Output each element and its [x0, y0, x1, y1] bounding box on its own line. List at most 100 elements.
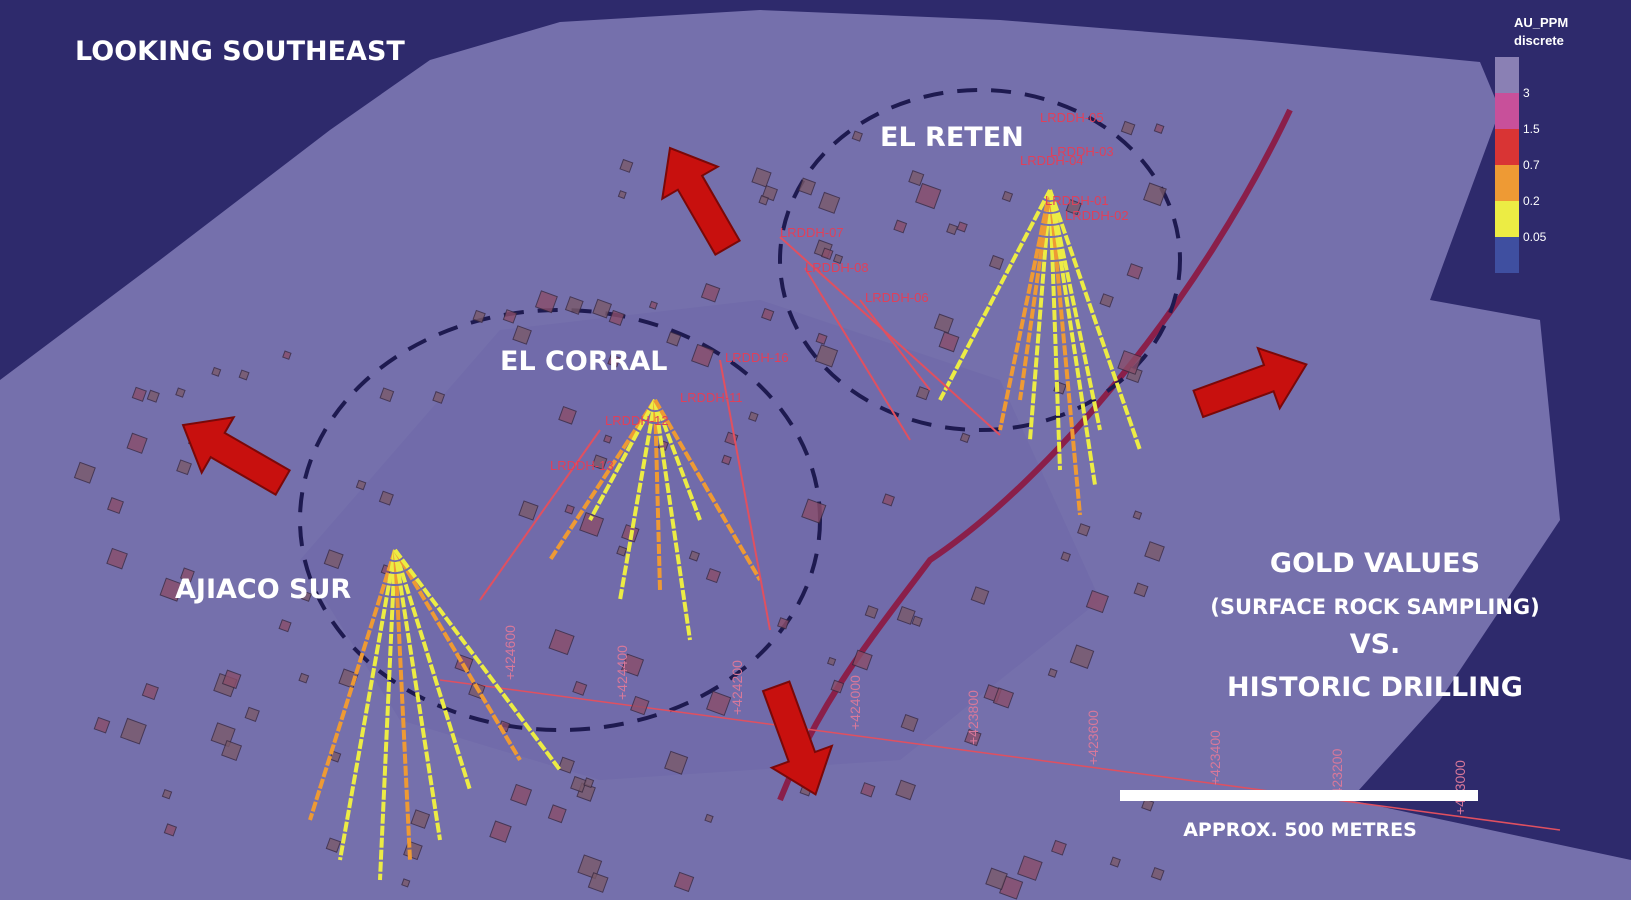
rock-sample [579, 511, 605, 537]
grid-coordinate: +423600 [1085, 710, 1101, 765]
rock-sample [489, 820, 512, 843]
drill-trace [378, 549, 397, 881]
rock-sample [851, 130, 863, 142]
rock-sample [410, 809, 431, 829]
rock-sample [221, 739, 243, 761]
legend-label: 0.2 [1523, 194, 1540, 208]
drill-hole-label: LRDDH-01 [1045, 193, 1109, 208]
rock-sample [851, 649, 873, 671]
rock-sample [355, 479, 367, 491]
drill-trace [998, 189, 1052, 431]
rock-sample [163, 823, 178, 837]
drill-hole-label: LRDDH-13 [550, 458, 614, 473]
drill-trace [1048, 189, 1102, 431]
rock-sample [1001, 190, 1014, 203]
rock-sample [378, 490, 394, 506]
rock-sample [617, 190, 627, 200]
rock-sample [938, 331, 960, 353]
rock-sample [895, 779, 916, 801]
annotation-line: VS. [1350, 629, 1401, 660]
rock-sample [1065, 199, 1082, 216]
legend-swatch [1495, 165, 1519, 201]
rock-sample [221, 669, 242, 690]
drill-trace [393, 549, 442, 841]
rock-sample [900, 713, 919, 732]
drill-hole-label: LRDDH-04 [1020, 153, 1084, 168]
direction-arrow [1192, 346, 1308, 419]
rock-sample [814, 344, 839, 368]
rock-sample [401, 878, 411, 888]
rock-sample [758, 194, 769, 206]
drill-trace [479, 429, 601, 601]
rock-sample [1132, 510, 1143, 520]
rock-sample [211, 366, 222, 377]
legend-swatch [1495, 129, 1519, 165]
drill-hole-label: LRDDH-03 [1050, 144, 1114, 159]
drill-trace [1028, 189, 1052, 441]
rock-sample [860, 782, 876, 798]
rock-sample [630, 695, 650, 716]
rock-sample [591, 454, 608, 471]
rock-sample [587, 872, 609, 893]
rock-sample [159, 577, 184, 602]
rock-sample [1150, 866, 1165, 881]
rock-sample [175, 387, 186, 398]
rock-sample [964, 728, 982, 747]
rock-sample [106, 547, 128, 570]
rock-sample [1085, 589, 1109, 614]
drill-trace [1048, 189, 1082, 516]
rock-sample [244, 706, 260, 722]
area-label: AJIACO SUR [175, 574, 351, 605]
rock-sample [210, 722, 236, 748]
rock-sample [564, 296, 584, 315]
drill-trace [1048, 189, 1142, 451]
direction-arrow [660, 146, 741, 256]
rock-sample [126, 432, 148, 454]
rock-sample [688, 550, 700, 562]
drill-trace [393, 549, 412, 861]
rock-sample [956, 221, 968, 233]
rock-sample [577, 854, 603, 880]
grid-coordinate: -423200 [1329, 748, 1345, 800]
rock-sample [691, 343, 715, 368]
rock-sample [570, 775, 587, 793]
rock-sample [1120, 120, 1136, 136]
rock-sample [179, 567, 195, 583]
rock-sample [751, 167, 772, 188]
view-title: LOOKING SOUTHEAST [75, 36, 405, 67]
legend-swatch [1495, 57, 1519, 93]
rock-sample [777, 617, 790, 630]
drill-trace [1048, 189, 1097, 486]
legend-title: AU_PPM [1514, 15, 1568, 30]
area-label: EL CORRAL [500, 346, 668, 377]
drill-trace [938, 189, 1052, 401]
drill-hole-label: LRDDH-06 [865, 290, 929, 305]
rock-sample [1060, 551, 1071, 562]
rock-sample [603, 434, 613, 444]
rock-sample [959, 432, 971, 444]
rock-sample [915, 182, 942, 210]
rock-sample [472, 309, 486, 324]
rock-sample [1126, 263, 1144, 280]
drill-hole-label: LRDDH-12 [605, 413, 669, 428]
legend-label: 1.5 [1523, 122, 1540, 136]
rock-sample [1144, 541, 1165, 562]
rock-sample [1117, 350, 1143, 375]
rock-sample [1047, 667, 1058, 678]
section-line [439, 679, 1561, 831]
drill-trace [618, 399, 657, 601]
rock-sample [141, 682, 159, 701]
drill-trace [338, 549, 397, 861]
rock-sample [73, 461, 96, 484]
rock-sample [131, 386, 147, 402]
rock-sample [510, 783, 533, 806]
grid-coordinate: +424600 [502, 625, 518, 680]
rock-sample [547, 804, 567, 824]
rock-sample [161, 788, 173, 800]
drill-trace [548, 398, 657, 562]
rock-sample [988, 254, 1005, 271]
rock-sample [1153, 123, 1165, 134]
grid-coordinate: +424400 [614, 645, 630, 700]
drill-trace [653, 399, 702, 521]
